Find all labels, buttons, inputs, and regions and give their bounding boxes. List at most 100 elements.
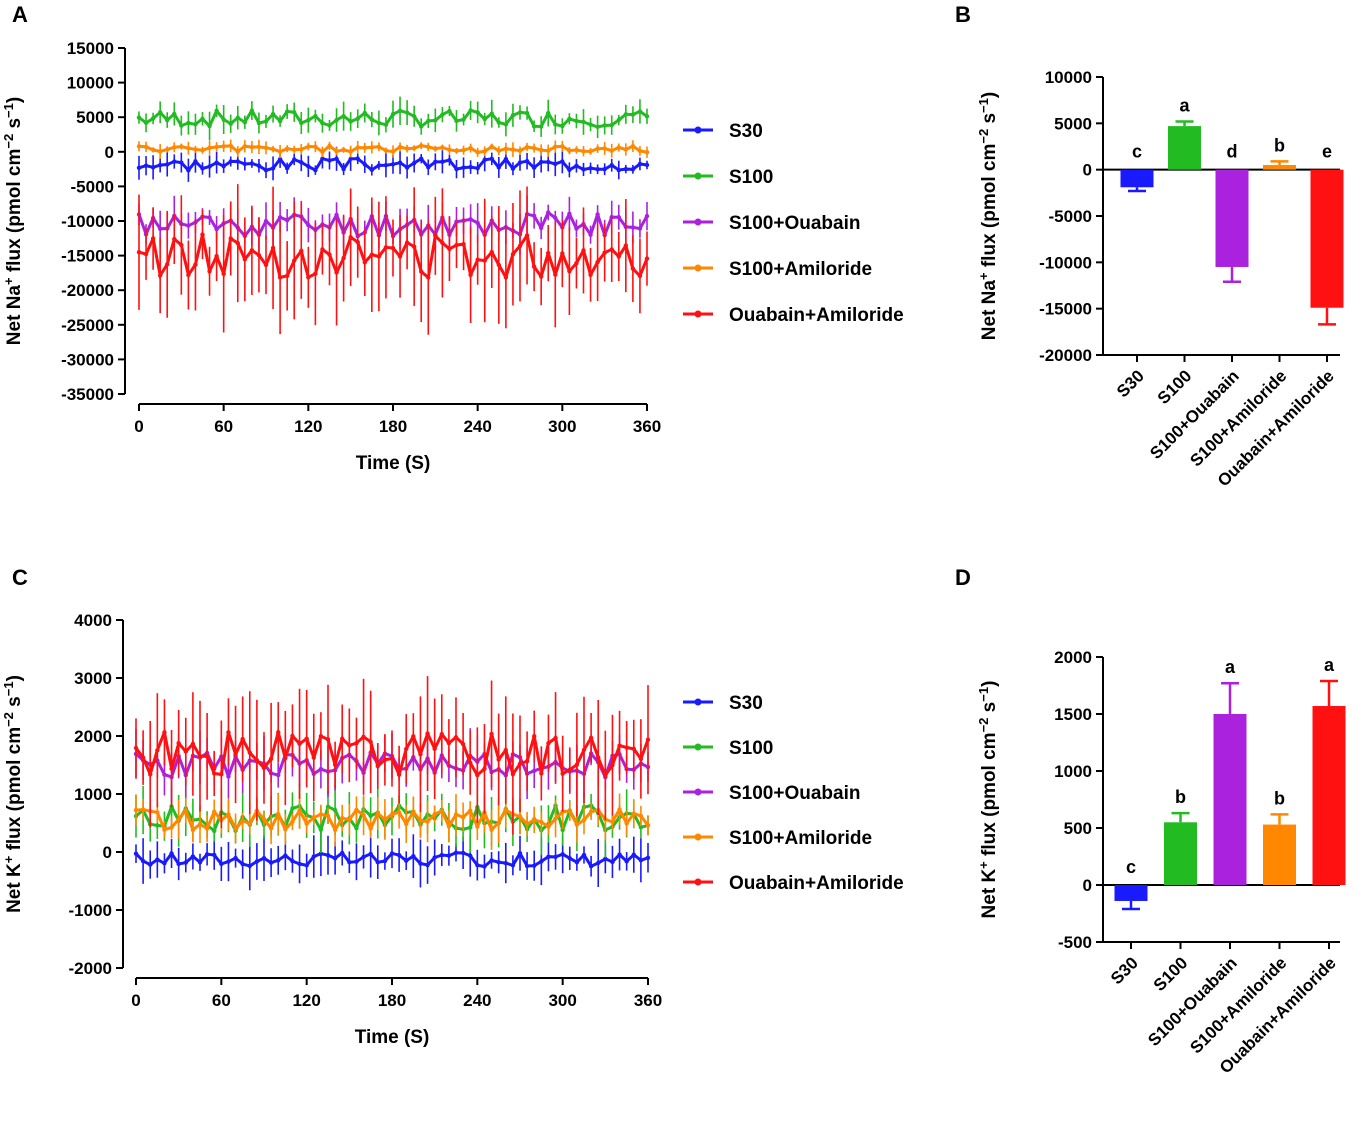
data-point: [382, 858, 388, 864]
data-point: [249, 108, 255, 113]
data-point: [433, 118, 438, 123]
data-point: [588, 149, 593, 154]
data-point: [468, 853, 473, 858]
data-point: [389, 812, 395, 817]
y-axis-label: Net Na+ flux (pmol cm−2 s−1): [976, 92, 1001, 340]
data-point: [334, 149, 339, 154]
data-point: [299, 248, 304, 254]
data-point: [270, 111, 276, 117]
data-point: [214, 160, 219, 165]
data-point: [595, 259, 600, 265]
data-point: [228, 121, 233, 126]
data-point: [468, 217, 473, 222]
data-point: [284, 273, 290, 279]
data-point: [200, 166, 205, 171]
data-point: [510, 166, 516, 171]
data-point: [306, 144, 311, 149]
data-point: [228, 159, 233, 164]
y-tick-label: -1000: [69, 901, 112, 920]
data-point: [461, 117, 466, 122]
data-point: [276, 858, 281, 863]
data-point: [140, 755, 146, 760]
data-point: [143, 144, 149, 150]
data-point: [290, 819, 295, 824]
data-point: [637, 109, 643, 114]
panel-c: C 4000 3000 2000 1000 0 -1000 -2000 0 60 120 180 240…: [1, 565, 904, 1048]
data-point: [240, 736, 245, 742]
data-point: [532, 817, 537, 823]
data-point: [489, 249, 494, 255]
data-point: [348, 156, 353, 162]
data-point: [524, 821, 530, 827]
legend-marker: [694, 264, 702, 272]
data-point: [179, 123, 184, 128]
data-point: [306, 164, 311, 169]
data-point: [320, 247, 325, 252]
data-point: [644, 114, 650, 119]
data-point: [354, 826, 359, 831]
panel-letter: B: [955, 2, 971, 27]
data-point: [623, 112, 629, 117]
data-point: [517, 814, 523, 819]
data-point: [270, 166, 276, 171]
data-point: [290, 806, 295, 811]
data-point: [368, 739, 373, 745]
data-point: [369, 117, 375, 122]
data-point: [475, 166, 480, 171]
y-tick-label: 15000: [67, 39, 114, 58]
data-point: [348, 235, 353, 240]
data-point: [631, 852, 636, 857]
data-point: [226, 730, 231, 735]
data-point: [261, 816, 267, 822]
data-point: [482, 258, 487, 263]
data-point: [325, 737, 331, 742]
data-point: [581, 852, 587, 858]
data-point: [638, 858, 644, 863]
data-point: [645, 855, 651, 860]
data-point: [482, 766, 487, 772]
data-point: [524, 144, 530, 150]
data-point: [524, 110, 530, 116]
data-point: [553, 272, 558, 277]
y-tick-label: -5000: [1049, 207, 1092, 226]
data-point: [268, 756, 274, 761]
data-point: [644, 213, 650, 219]
data-point: [482, 116, 487, 122]
data-point: [553, 735, 558, 741]
data-point: [165, 117, 170, 123]
data-point: [637, 148, 643, 154]
data-point: [503, 275, 509, 280]
data-point: [233, 752, 238, 757]
x-tick-label: 300: [548, 417, 576, 436]
data-point: [361, 854, 366, 860]
data-point: [397, 160, 403, 165]
data-point: [197, 822, 203, 827]
legend-marker: [694, 218, 702, 226]
data-point: [306, 275, 311, 280]
data-point: [212, 828, 217, 834]
y-tick-label: -30000: [61, 350, 114, 369]
data-point: [560, 159, 565, 164]
data-point: [283, 755, 288, 761]
data-point: [332, 827, 338, 833]
data-point: [396, 772, 402, 777]
legend-marker: [694, 310, 702, 318]
panel-letter: A: [12, 2, 28, 27]
data-point: [616, 215, 621, 220]
data-point: [496, 120, 502, 125]
data-point: [313, 113, 318, 119]
legend-label: S100: [729, 167, 773, 188]
y-tick-label: -10000: [61, 212, 114, 231]
data-point: [347, 743, 352, 748]
data-point: [404, 146, 410, 151]
data-point: [411, 114, 417, 119]
bar: [1263, 824, 1296, 885]
data-point: [560, 251, 565, 256]
data-point: [616, 254, 621, 259]
data-point: [221, 271, 226, 276]
y-tick-label: -2000: [69, 959, 112, 978]
y-tick-label: -35000: [61, 385, 114, 404]
x-tick-label: 180: [379, 417, 407, 436]
data-point: [623, 243, 629, 248]
data-point: [496, 148, 502, 153]
